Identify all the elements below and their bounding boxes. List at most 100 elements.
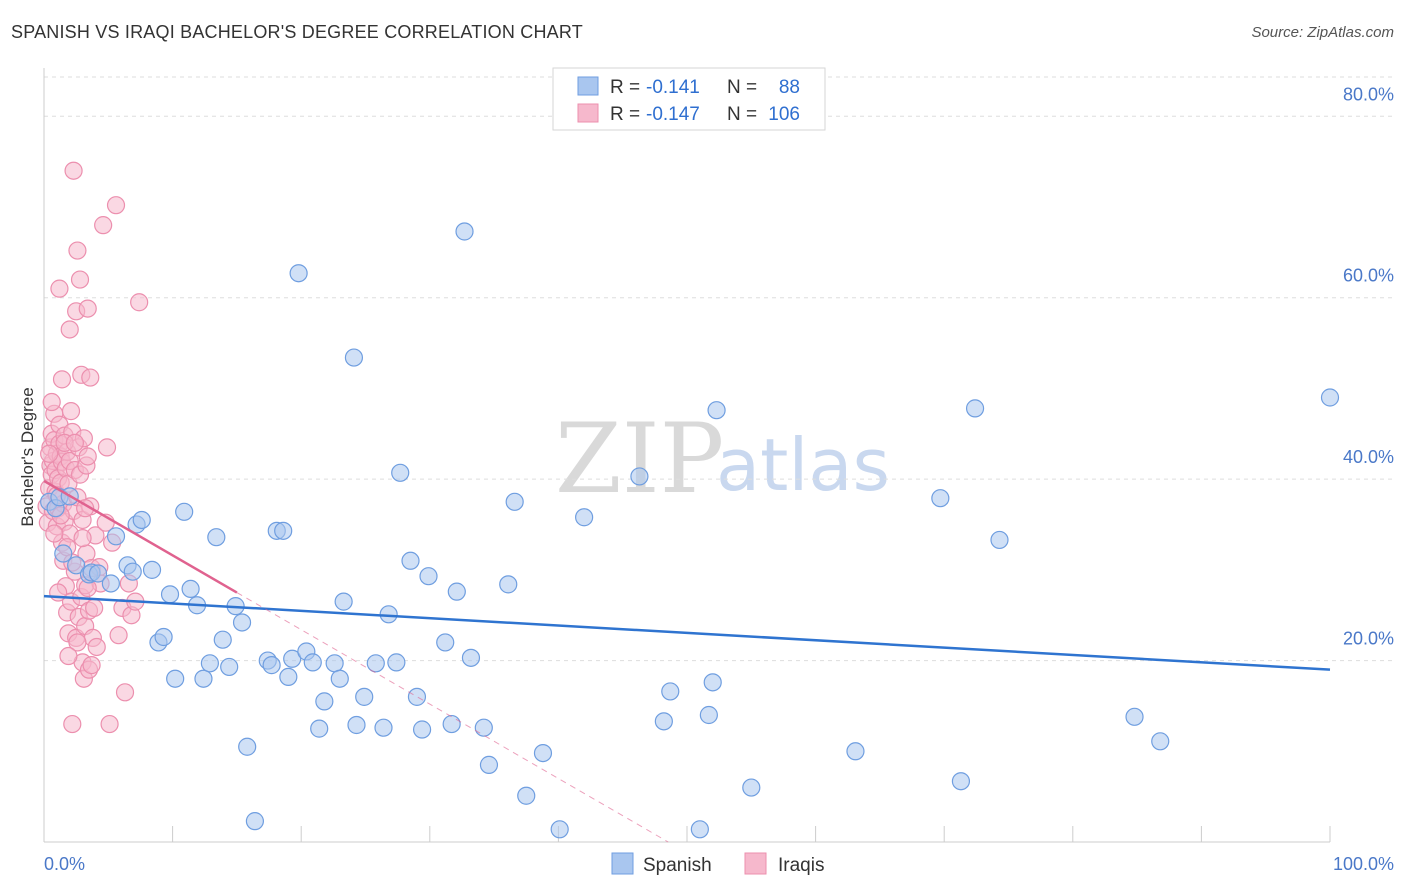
iraqi-point xyxy=(78,447,97,466)
spanish-point xyxy=(123,562,142,581)
legend-r-label-1: R = xyxy=(610,77,640,98)
iraqi-point xyxy=(130,293,149,312)
iraqi-point xyxy=(63,714,82,734)
spanish-point xyxy=(160,585,180,604)
spanish-point xyxy=(965,399,985,418)
legend-r-value-1: -0.141 xyxy=(646,77,700,98)
spanish-point xyxy=(347,715,366,735)
iraqi-point xyxy=(78,299,97,318)
spanish-point xyxy=(200,654,219,673)
series-legend-spanish: Spanish xyxy=(643,855,712,876)
spanish-point xyxy=(374,718,393,737)
x-tick-label-min: 0.0% xyxy=(44,854,85,874)
spanish-point xyxy=(142,560,162,579)
source-label: Source: ZipAtlas.com xyxy=(1251,24,1394,41)
x-tick-label-max: 100.0% xyxy=(1333,854,1394,874)
spanish-trend-line xyxy=(43,594,1331,671)
iraqi-point xyxy=(76,499,95,518)
spanish-point xyxy=(479,755,499,774)
legend-n-value-2: 106 xyxy=(768,104,800,125)
spanish-point xyxy=(194,669,213,688)
iraqi-point xyxy=(85,598,104,618)
iraqi-point xyxy=(82,656,101,675)
watermark-atlas: atlas xyxy=(716,423,890,507)
series-legend: Spanish Iraqis xyxy=(611,852,824,876)
spanish-point xyxy=(220,657,239,677)
spanish-point xyxy=(334,592,353,611)
spanish-point xyxy=(707,401,726,420)
iraqi-point xyxy=(97,438,117,457)
spanish-point xyxy=(505,492,524,511)
iraqi-point xyxy=(106,196,126,215)
spanish-point xyxy=(88,564,108,583)
series-legend-iraqi: Iraqis xyxy=(778,855,824,876)
spanish-point xyxy=(1320,388,1340,407)
chart-title: SPANISH VS IRAQI BACHELOR'S DEGREE CORRE… xyxy=(11,22,583,42)
spanish-point xyxy=(54,544,73,563)
spanish-point xyxy=(154,627,173,647)
spanish-point xyxy=(315,692,334,711)
spanish-point xyxy=(436,633,455,652)
iraqi-point xyxy=(100,714,119,734)
trend-lines xyxy=(43,479,1331,843)
iraqi-point xyxy=(109,626,128,645)
y-tick-label: 60.0% xyxy=(1343,266,1394,286)
legend-swatch-iraqi xyxy=(577,103,599,123)
iraqi-point xyxy=(59,646,78,666)
legend-n-value-1: 88 xyxy=(779,77,800,98)
iraqi-point xyxy=(52,370,72,389)
spanish-point xyxy=(232,613,252,632)
gridlines xyxy=(44,76,1394,662)
y-tick-labels: 20.0% 40.0% 60.0% 80.0% xyxy=(1343,84,1394,648)
spanish-point xyxy=(931,489,950,508)
spanish-point xyxy=(550,820,569,839)
spanish-point xyxy=(207,528,226,547)
spanish-point xyxy=(630,467,649,486)
spanish-point xyxy=(742,778,761,797)
iraqi-point xyxy=(42,392,61,412)
spanish-point xyxy=(407,687,427,706)
spanish-point xyxy=(181,579,200,599)
legend-swatch-spanish xyxy=(577,76,599,96)
spanish-point xyxy=(401,551,420,570)
iraqi-point xyxy=(50,279,69,298)
spanish-point xyxy=(461,648,481,667)
spanish-point xyxy=(1125,707,1144,726)
iraqi-point xyxy=(94,216,113,235)
spanish-point xyxy=(344,348,364,367)
spanish-point xyxy=(499,575,518,594)
series-legend-swatch-spanish xyxy=(611,852,634,875)
spanish-point xyxy=(166,669,185,688)
spanish-point xyxy=(262,656,281,675)
spanish-point xyxy=(391,463,410,482)
spanish-point xyxy=(310,719,329,738)
spanish-point xyxy=(279,667,298,687)
spanish-point xyxy=(274,521,293,540)
legend-r-value-2: -0.147 xyxy=(646,104,700,125)
spanish-point xyxy=(455,222,474,241)
iraqi-points xyxy=(37,161,149,734)
iraqi-point xyxy=(81,368,100,387)
spanish-point xyxy=(533,743,553,763)
spanish-point xyxy=(67,556,86,575)
legend-n-label-1: N = xyxy=(727,77,757,98)
iraqi-point xyxy=(45,524,64,543)
spanish-point xyxy=(699,705,718,725)
spanish-point xyxy=(175,502,194,521)
spanish-point xyxy=(106,527,126,546)
spanish-point xyxy=(330,669,349,688)
y-tick-label: 20.0% xyxy=(1343,629,1394,649)
spanish-point xyxy=(213,630,232,649)
iraqi-point xyxy=(73,529,92,548)
spanish-point xyxy=(474,718,493,737)
iraqi-point xyxy=(68,633,87,652)
iraqi-point xyxy=(65,433,84,452)
spanish-point xyxy=(245,812,265,831)
iraqi-point xyxy=(61,402,81,421)
spanish-point xyxy=(283,649,302,668)
y-tick-label: 40.0% xyxy=(1343,447,1394,467)
spanish-point xyxy=(690,820,709,839)
stats-legend: R = -0.141 N = 88 R = -0.147 N = 106 xyxy=(552,67,826,131)
iraqi-point xyxy=(115,683,135,702)
